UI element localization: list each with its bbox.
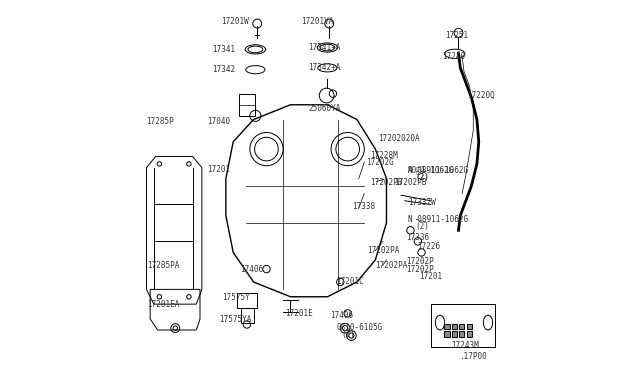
Text: 17226: 17226: [417, 243, 440, 251]
Bar: [452, 331, 457, 337]
Bar: [431, 304, 495, 347]
Text: 17201EA: 17201EA: [147, 300, 180, 309]
Bar: [444, 331, 449, 337]
Bar: [452, 324, 457, 329]
Text: 17285P: 17285P: [146, 117, 173, 126]
Text: 17201E: 17201E: [285, 309, 313, 318]
Text: 25060YA: 25060YA: [308, 104, 340, 113]
Text: 17202P: 17202P: [406, 257, 433, 266]
Text: N 08911-1062G: N 08911-1062G: [408, 215, 468, 224]
Text: 17342: 17342: [212, 65, 236, 74]
Bar: [239, 94, 255, 116]
Text: 17201: 17201: [419, 272, 442, 281]
Text: 17202G: 17202G: [366, 157, 394, 167]
Text: 17342+A: 17342+A: [308, 63, 340, 72]
Text: 17336: 17336: [406, 233, 429, 242]
Text: 17201VA: 17201VA: [301, 17, 333, 26]
Text: 17202P: 17202P: [406, 264, 433, 273]
Text: 17201: 17201: [207, 165, 230, 174]
Text: 17220Q: 17220Q: [467, 91, 495, 100]
Bar: [237, 293, 257, 308]
Bar: [459, 331, 465, 337]
Text: (2): (2): [415, 173, 429, 182]
Bar: [241, 308, 253, 323]
Text: .17P00: .17P00: [460, 352, 487, 361]
Text: 17341: 17341: [212, 45, 236, 54]
Text: 17201C: 17201C: [337, 278, 364, 286]
Text: 17240: 17240: [443, 52, 466, 61]
Text: 17341+A: 17341+A: [308, 43, 340, 52]
Text: 17337W: 17337W: [408, 198, 436, 207]
Text: 17575Y: 17575Y: [222, 293, 250, 302]
Bar: [459, 324, 465, 329]
Text: 17228M: 17228M: [370, 151, 397, 160]
Text: (2): (2): [341, 330, 355, 339]
Text: 17285PA: 17285PA: [147, 261, 180, 270]
Text: 17406: 17406: [241, 264, 264, 273]
Bar: [467, 324, 472, 329]
Text: 17202PB: 17202PB: [394, 178, 426, 187]
Text: А0࢑1-1062G: А0࢑1-1062G: [408, 166, 454, 174]
Text: 17251: 17251: [445, 31, 468, 40]
Text: 17040: 17040: [207, 117, 230, 126]
Text: 17202PB: 17202PB: [370, 178, 402, 187]
Text: N 08911-1062G: N 08911-1062G: [408, 166, 468, 174]
Bar: [467, 331, 472, 337]
Text: 17406: 17406: [330, 311, 353, 320]
Text: 0810-6105G: 0810-6105G: [337, 323, 383, 331]
Text: 17202020A: 17202020A: [378, 134, 420, 143]
Text: (2): (2): [415, 222, 429, 231]
Text: 17338: 17338: [353, 202, 376, 211]
Text: 17575YA: 17575YA: [220, 315, 252, 324]
Text: (2): (2): [415, 173, 429, 182]
Text: 17243M: 17243M: [451, 341, 479, 350]
Text: 17202PA: 17202PA: [367, 246, 399, 255]
Bar: [444, 324, 449, 329]
Text: 17201W: 17201W: [221, 17, 249, 26]
Text: 17202PA: 17202PA: [374, 261, 407, 270]
